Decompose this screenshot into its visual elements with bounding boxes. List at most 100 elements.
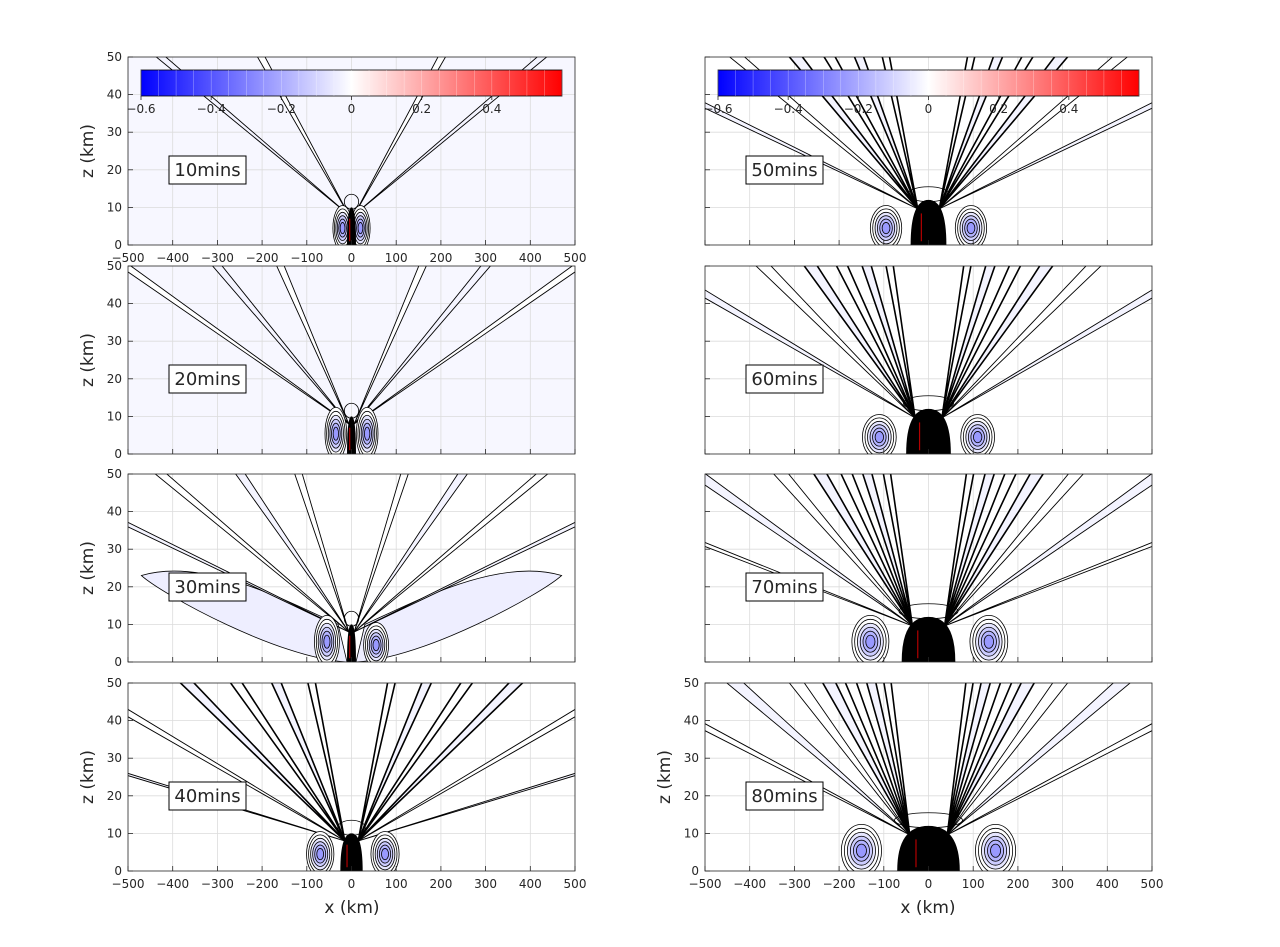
x-tick-label: 500 xyxy=(564,251,587,265)
x-axis-label-left: x (km) xyxy=(324,898,379,918)
y-tick-label: 10 xyxy=(107,409,122,423)
wave-beam xyxy=(128,708,346,842)
side-lobe-contour xyxy=(332,426,339,441)
core-cap-contour xyxy=(343,610,360,627)
core-contours xyxy=(897,825,960,871)
panel-60mins: 60mins xyxy=(704,265,1153,455)
colorbar-tick-label: −0.2 xyxy=(267,102,296,116)
panel-10mins: 0 10 20 30 40 50 −500 −400 −300 −200 −100 0 100 200 30… xyxy=(78,50,587,265)
time-label-box xyxy=(168,364,247,394)
time-label: 10mins xyxy=(174,160,240,181)
wide-lobe xyxy=(355,570,563,662)
time-label-box xyxy=(168,572,247,602)
wave-beam xyxy=(861,474,914,627)
wave-beam xyxy=(705,289,916,419)
wave-beam xyxy=(128,266,350,425)
wave-beam xyxy=(353,474,468,633)
wave-beam xyxy=(946,683,1069,836)
colorbar-tick-label: 0.4 xyxy=(1059,102,1078,116)
wave-beam xyxy=(835,266,916,419)
wave-beam xyxy=(946,683,1036,836)
x-tick-label: 300 xyxy=(474,251,497,265)
side-lobe-contour xyxy=(381,848,389,861)
y-tick-label: 10 xyxy=(107,826,122,840)
wave-beam xyxy=(946,683,992,836)
colorbar-tick-label: −0.6 xyxy=(703,102,732,116)
wave-beam xyxy=(840,474,914,627)
time-label: 50mins xyxy=(751,160,817,181)
y-axis-label: z (km) xyxy=(78,124,98,178)
wave-beam xyxy=(229,683,346,842)
x-tick-label: −100 xyxy=(290,251,323,265)
wave-beam xyxy=(882,474,914,627)
panel-70mins: 70mins xyxy=(704,473,1153,663)
wave-beam xyxy=(353,474,409,633)
x-tick-label: −400 xyxy=(733,877,766,891)
wave-beam xyxy=(353,521,575,633)
y-tick-label: 20 xyxy=(107,789,122,803)
wave-beam xyxy=(865,683,911,836)
wave-beam xyxy=(357,708,575,842)
wave-beam xyxy=(705,723,910,836)
wave-beam xyxy=(821,683,911,836)
core-cap-contour xyxy=(343,193,360,210)
wave-beam xyxy=(212,266,350,425)
wave-beam xyxy=(943,474,996,627)
y-tick-label: 0 xyxy=(114,447,122,461)
panel-20mins: 0 10 20 30 40 50 z (km) 20mins xyxy=(78,259,576,461)
wave-beam xyxy=(943,474,975,627)
wave-beam xyxy=(941,266,1022,419)
wave-beam xyxy=(353,266,491,425)
wave-beam xyxy=(755,266,916,419)
panel-30mins: 0 10 20 30 40 50 z (km) 30mins xyxy=(78,467,576,669)
x-tick-label: −200 xyxy=(246,877,279,891)
x-tick-label: −400 xyxy=(156,251,189,265)
colorbar-tick-label: −0.6 xyxy=(126,102,155,116)
wave-beam xyxy=(353,266,427,425)
x-tick-label: −100 xyxy=(290,877,323,891)
side-lobe-contour xyxy=(316,848,325,861)
y-tick-label: 50 xyxy=(107,467,122,481)
panel-80mins: 0 10 20 30 40 50 −500 −400 −300 −200 −100 0 100 200 30… xyxy=(655,676,1164,891)
wave-beam xyxy=(270,683,346,842)
wave-beam xyxy=(179,683,346,842)
x-tick-label: 500 xyxy=(1141,877,1164,891)
wave-beam xyxy=(946,683,974,836)
wave-beam xyxy=(726,683,911,836)
x-tick-label: −400 xyxy=(156,877,189,891)
wave-beam xyxy=(705,474,913,627)
x-tick-label: −300 xyxy=(201,877,234,891)
side-lobe-contour xyxy=(372,639,380,652)
wave-beam xyxy=(947,723,1152,836)
x-tick-label: 0 xyxy=(348,877,356,891)
x-tick-label: 400 xyxy=(519,877,542,891)
time-label-box xyxy=(745,155,824,185)
y-tick-label: 40 xyxy=(107,505,122,519)
wave-beam xyxy=(353,266,575,425)
core-cap-contour xyxy=(337,819,366,836)
plot-area xyxy=(705,266,1152,454)
y-tick-label: 20 xyxy=(107,372,122,386)
x-tick-label: 300 xyxy=(1051,877,1074,891)
side-lobe-contour xyxy=(364,426,371,441)
x-tick-label: 300 xyxy=(474,877,497,891)
x-tick-label: −500 xyxy=(689,877,722,891)
colorbar-tick-label: −0.4 xyxy=(774,102,803,116)
side-lobe-contour xyxy=(865,634,876,649)
wave-beam xyxy=(944,474,1084,627)
wave-beam xyxy=(235,474,350,633)
core-contours xyxy=(906,408,951,454)
y-tick-label: 50 xyxy=(107,50,122,64)
side-lobe-contour xyxy=(983,634,994,649)
wave-beam xyxy=(941,289,1152,419)
wave-beam xyxy=(357,683,474,842)
time-label-box xyxy=(745,572,824,602)
wave-beam xyxy=(307,683,346,842)
wave-beam xyxy=(844,683,911,836)
x-tick-label: 100 xyxy=(385,877,408,891)
y-tick-label: 0 xyxy=(114,655,122,669)
colorbar-tick-label: 0.4 xyxy=(482,102,501,116)
core-contours xyxy=(901,616,956,662)
wave-beam xyxy=(946,683,1013,836)
